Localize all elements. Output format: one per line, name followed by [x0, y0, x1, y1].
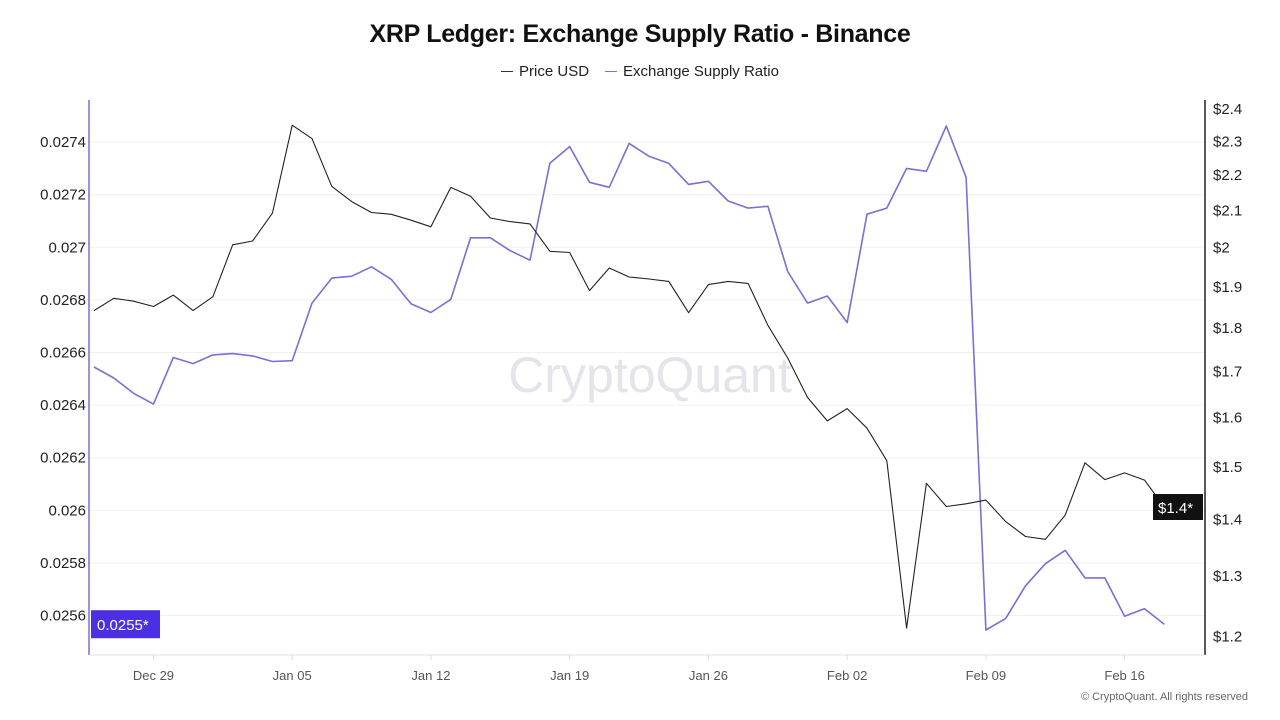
right-axis-tick-label: $2.2 [1213, 167, 1242, 184]
left-axis-tick-label: 0.0272 [40, 187, 86, 204]
x-axis-tick-label: Jan 26 [689, 668, 728, 683]
legend-label-ratio: Exchange Supply Ratio [623, 63, 779, 80]
legend: Price USD Exchange Supply Ratio [0, 63, 1280, 80]
right-axis-tick-label: $2 [1213, 240, 1230, 257]
x-axis-tick-label: Dec 29 [133, 668, 174, 683]
x-axis-tick-label: Feb 09 [966, 668, 1006, 683]
ratio-line-swatch-icon [605, 70, 618, 73]
right-axis-tick-label: $1.8 [1213, 320, 1242, 337]
legend-label-price: Price USD [519, 63, 590, 80]
right-axis-tick-label: $1.3 [1213, 568, 1242, 585]
ratio-current-value-label: 0.0255* [97, 617, 149, 634]
left-axis-tick-label: 0.0264 [40, 397, 86, 414]
left-axis-tick-label: 0.0262 [40, 450, 86, 467]
left-axis-tick-label: 0.026 [48, 502, 86, 519]
x-axis-tick-label: Jan 05 [273, 668, 312, 683]
watermark-logo: CryptoQuant [508, 347, 792, 403]
copyright-footer: © CryptoQuant. All rights reserved [1080, 691, 1248, 703]
right-axis-tick-label: $1.4 [1213, 511, 1242, 528]
left-axis-tick-label: 0.0268 [40, 292, 86, 309]
x-axis-tick-label: Feb 02 [827, 668, 867, 683]
ratio-series-line [93, 125, 1165, 631]
left-axis-tick-label: 0.027 [48, 239, 86, 256]
ratio-current-value-marker [91, 610, 160, 639]
x-axis-tick-label: Jan 19 [550, 668, 589, 683]
right-axis-tick-label: $2.3 [1213, 133, 1242, 150]
x-axis-tick-label: Feb 16 [1104, 668, 1144, 683]
chart-title: XRP Ledger: Exchange Supply Ratio - Bina… [369, 20, 911, 48]
left-axis-tick-label: 0.0258 [40, 555, 86, 572]
price-line-swatch-icon [501, 70, 514, 73]
right-axis-tick-label: $1.7 [1213, 363, 1242, 380]
x-axis-tick-label: Jan 12 [411, 668, 450, 683]
right-axis-tick-label: $1.5 [1213, 459, 1242, 476]
legend-item-ratio[interactable]: Exchange Supply Ratio [605, 63, 779, 80]
left-axis-tick-label: 0.0274 [40, 134, 86, 151]
right-axis-tick-label: $1.2 [1213, 629, 1242, 646]
right-axis-tick-label: $1.6 [1213, 410, 1242, 427]
right-axis-tick-label: $1.9 [1213, 279, 1242, 296]
legend-item-price[interactable]: Price USD [501, 63, 589, 80]
left-axis-tick-label: 0.0256 [40, 608, 86, 625]
price-series-line [93, 124, 1165, 629]
left-axis-tick-label: 0.0266 [40, 345, 86, 362]
price-current-value-label: $1.4* [1158, 500, 1193, 517]
right-axis-tick-label: $2.4 [1213, 101, 1242, 118]
price-current-value-marker [1153, 493, 1203, 520]
right-axis-tick-label: $2.1 [1213, 203, 1242, 220]
